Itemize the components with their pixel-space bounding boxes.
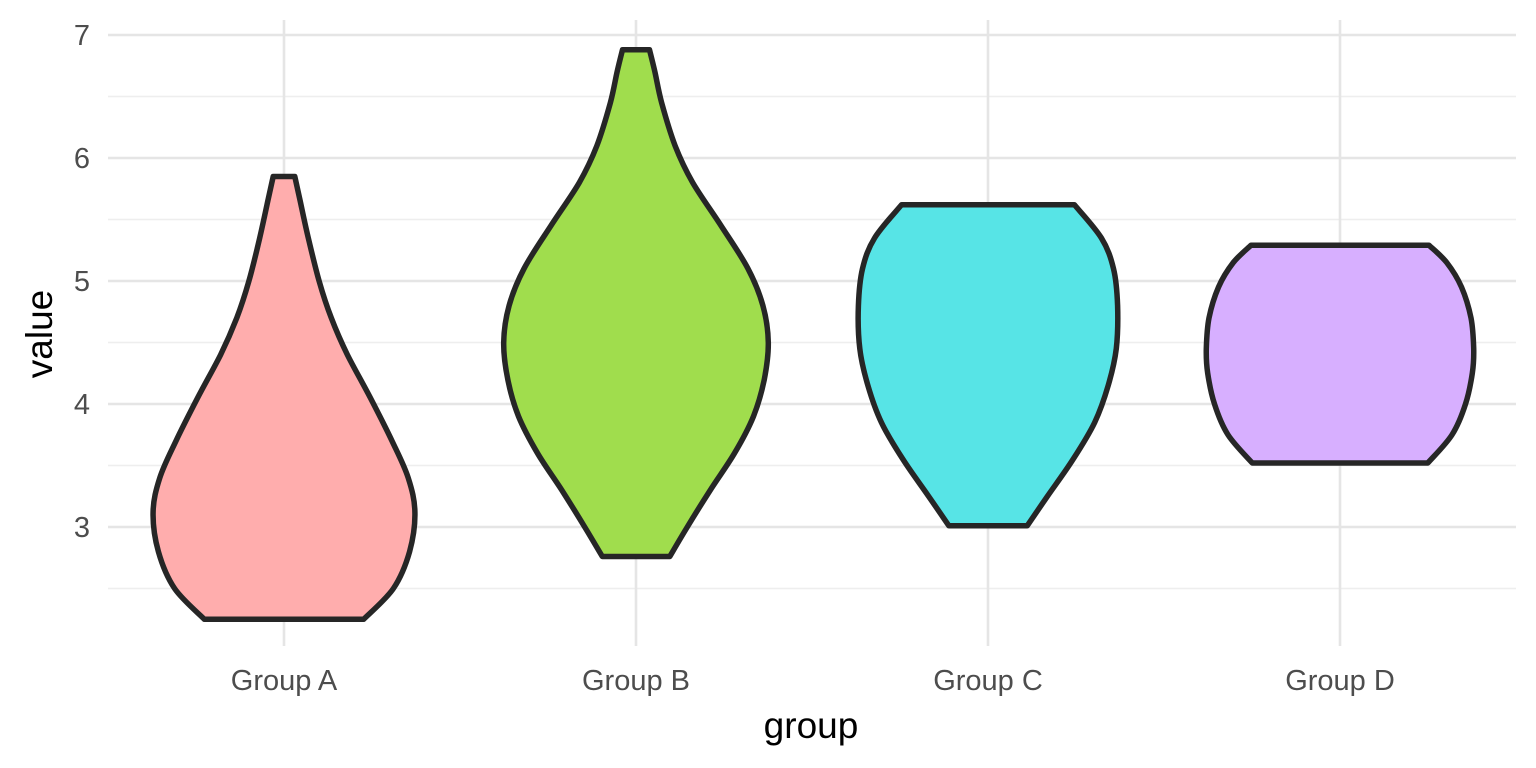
y-axis-ticks: 3 4 5 6 7 xyxy=(74,20,90,544)
x-axis-title: group xyxy=(764,705,859,746)
x-tick-label-3: Group D xyxy=(1285,665,1395,697)
violin-group-d xyxy=(1203,242,1477,466)
y-tick-label-5: 5 xyxy=(74,266,90,298)
x-tick-label-2: Group C xyxy=(933,665,1043,697)
y-tick-label-7: 7 xyxy=(74,20,90,52)
x-tick-label-1: Group B xyxy=(582,665,690,697)
y-tick-label-4: 4 xyxy=(74,389,90,421)
violin-group-c xyxy=(855,201,1121,529)
x-axis-ticks: Group A Group B Group C Group D xyxy=(231,665,1395,697)
violin-group-a xyxy=(150,173,418,623)
y-tick-label-3: 3 xyxy=(74,512,90,544)
violin-group-b xyxy=(500,47,772,560)
x-tick-label-0: Group A xyxy=(231,665,338,697)
y-axis-title: value xyxy=(19,290,60,378)
violins xyxy=(150,47,1477,623)
y-tick-label-6: 6 xyxy=(74,143,90,175)
